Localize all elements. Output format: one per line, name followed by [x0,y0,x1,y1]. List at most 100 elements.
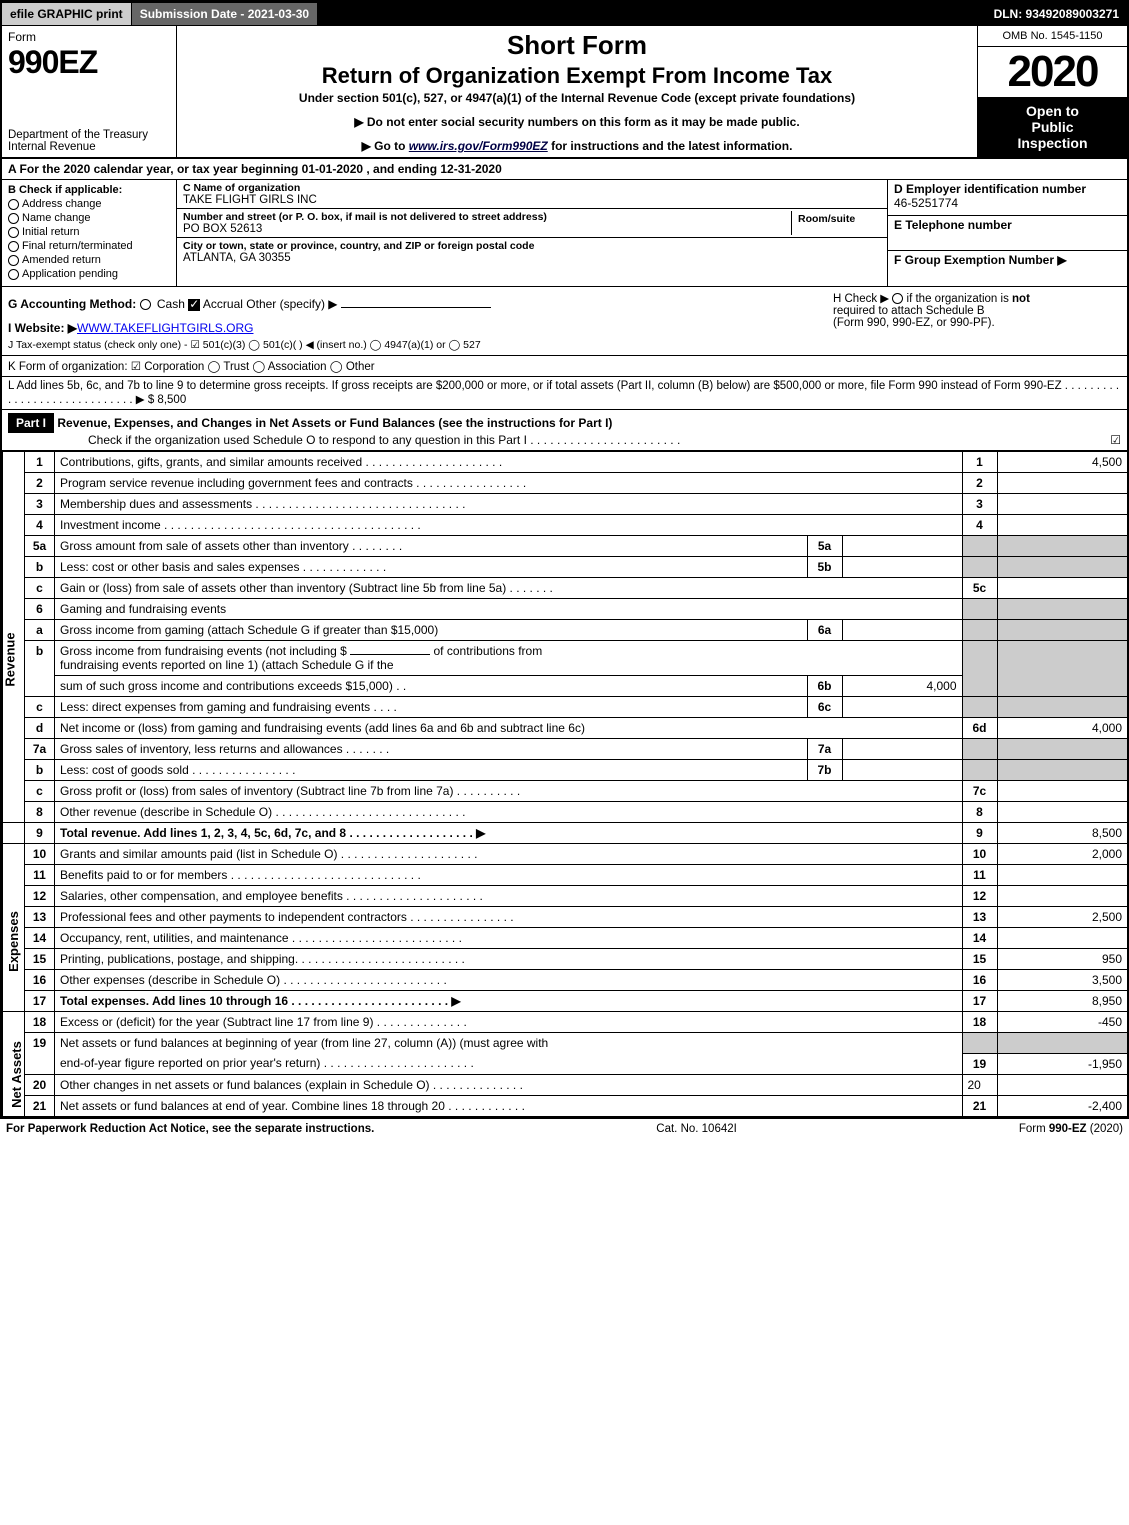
line-desc: Printing, publications, postage, and shi… [55,949,963,970]
lineno: 16 [25,970,55,991]
h-not: not [1012,293,1030,305]
part1-checkline: Check if the organization used Schedule … [8,433,1121,447]
subcol-label: 6a [807,620,842,641]
subcol-label: 5a [807,536,842,557]
shaded [997,1033,1127,1054]
part1-checkbox[interactable]: ☑ [1110,433,1121,447]
col-val: 950 [997,949,1127,970]
col-val: -2,400 [997,1095,1127,1116]
lineno: 18 [25,1012,55,1033]
col-num: 8 [962,802,997,823]
checkbox-icon[interactable] [8,227,19,238]
subcol-val [842,739,962,760]
col-val [997,578,1127,599]
lineno: c [25,781,55,802]
line-19a: 19 Net assets or fund balances at beginn… [3,1033,1128,1054]
i-label: I Website: ▶ [8,321,77,335]
col-num: 20 [962,1074,997,1095]
line-2: 2 Program service revenue including gove… [3,473,1128,494]
subcol-val [842,697,962,718]
line-6c: c Less: direct expenses from gaming and … [3,697,1128,718]
part1-title: Revenue, Expenses, and Changes in Net As… [57,416,612,430]
col-val [997,886,1127,907]
line-16: 16 Other expenses (describe in Schedule … [3,970,1128,991]
form-container: efile GRAPHIC print Submission Date - 20… [0,0,1129,1119]
lineno: 10 [25,844,55,865]
lineno: b [25,641,55,697]
lineno: 12 [25,886,55,907]
line-desc: Net assets or fund balances at beginning… [55,1033,963,1054]
checkbox-icon[interactable] [8,241,19,252]
col-num: 18 [962,1012,997,1033]
header-right: OMB No. 1545-1150 2020 Open to Public In… [977,26,1127,157]
dept-line1: Department of the Treasury [8,129,170,141]
lineno: 17 [25,991,55,1012]
blank-side [3,823,25,844]
line-20: 20 Other changes in net assets or fund b… [3,1074,1128,1095]
g-accrual: Accrual [203,297,243,311]
col-val [997,781,1127,802]
arrow-line-2: ▶ Go to www.irs.gov/Form990EZ for instru… [183,139,971,153]
col-val: 3,500 [997,970,1127,991]
lineno: 2 [25,473,55,494]
lineno: 11 [25,865,55,886]
col-num: 19 [962,1053,997,1074]
subcol-label: 5b [807,557,842,578]
check-label: Amended return [22,254,101,266]
shaded [962,760,997,781]
netassets-label: Net Assets [9,1041,24,1108]
e-row: E Telephone number [888,216,1127,252]
g-label: G Accounting Method: [8,297,136,311]
netassets-side: Net Assets [3,1012,25,1117]
g-other-blank [341,307,491,308]
b-label: B Check if applicable: [8,184,170,196]
website-link[interactable]: WWW.TAKEFLIGHTGIRLS.ORG [77,321,253,335]
insp1: Open to [982,103,1123,119]
col-val [997,473,1127,494]
col-val: -450 [997,1012,1127,1033]
org-addr: PO BOX 52613 [183,223,791,235]
lineno: 13 [25,907,55,928]
entity-section: B Check if applicable: Address change Na… [2,180,1127,287]
part1-header-row: Part I Revenue, Expenses, and Changes in… [2,410,1127,451]
line-6b2: sum of such gross income and contributio… [3,676,1128,697]
col-val [997,802,1127,823]
c-name-row: C Name of organization TAKE FLIGHT GIRLS… [177,180,887,209]
checkbox-icon[interactable] [8,199,19,210]
check-initial: Initial return [8,226,170,238]
blank [350,654,430,655]
arrow2-pre: ▶ Go to [362,139,409,153]
row-a: A For the 2020 calendar year, or tax yea… [2,159,1127,180]
subcol-label: 7a [807,739,842,760]
shaded [997,536,1127,557]
line-1: Revenue 1 Contributions, gifts, grants, … [3,452,1128,473]
checkbox-icon[interactable] [140,299,151,310]
revenue-label: Revenue [3,632,18,686]
col-val: 2,500 [997,907,1127,928]
l6b-d2: of contributions from [434,644,543,658]
ein: 46-5251774 [894,196,1121,210]
checkbox-checked-icon[interactable] [188,299,200,311]
irs-link[interactable]: www.irs.gov/Form990EZ [409,139,548,153]
checkbox-icon[interactable] [8,213,19,224]
line-desc: Membership dues and assessments . . . . … [55,494,963,515]
h-text1: H Check ▶ [833,293,889,305]
checkbox-icon[interactable] [8,269,19,280]
checkbox-icon[interactable] [8,255,19,266]
line-5c: c Gain or (loss) from sale of assets oth… [3,578,1128,599]
tax-year: 2020 [978,47,1127,97]
line-desc: Benefits paid to or for members . . . . … [55,865,963,886]
line-12: 12 Salaries, other compensation, and emp… [3,886,1128,907]
footer: For Paperwork Reduction Act Notice, see … [0,1119,1129,1139]
check-label: Application pending [22,268,118,280]
lineno: 19 [25,1033,55,1075]
shaded [997,760,1127,781]
c-city-row: City or town, state or province, country… [177,238,887,266]
insp3: Inspection [982,135,1123,151]
line-desc: Program service revenue including govern… [55,473,963,494]
h-circle-icon[interactable] [892,293,903,304]
line-desc: Grants and similar amounts paid (list in… [55,844,963,865]
line-desc: Less: cost of goods sold . . . . . . . .… [55,760,808,781]
line-desc: Excess or (deficit) for the year (Subtra… [55,1012,963,1033]
line-desc: Gross profit or (loss) from sales of inv… [55,781,963,802]
